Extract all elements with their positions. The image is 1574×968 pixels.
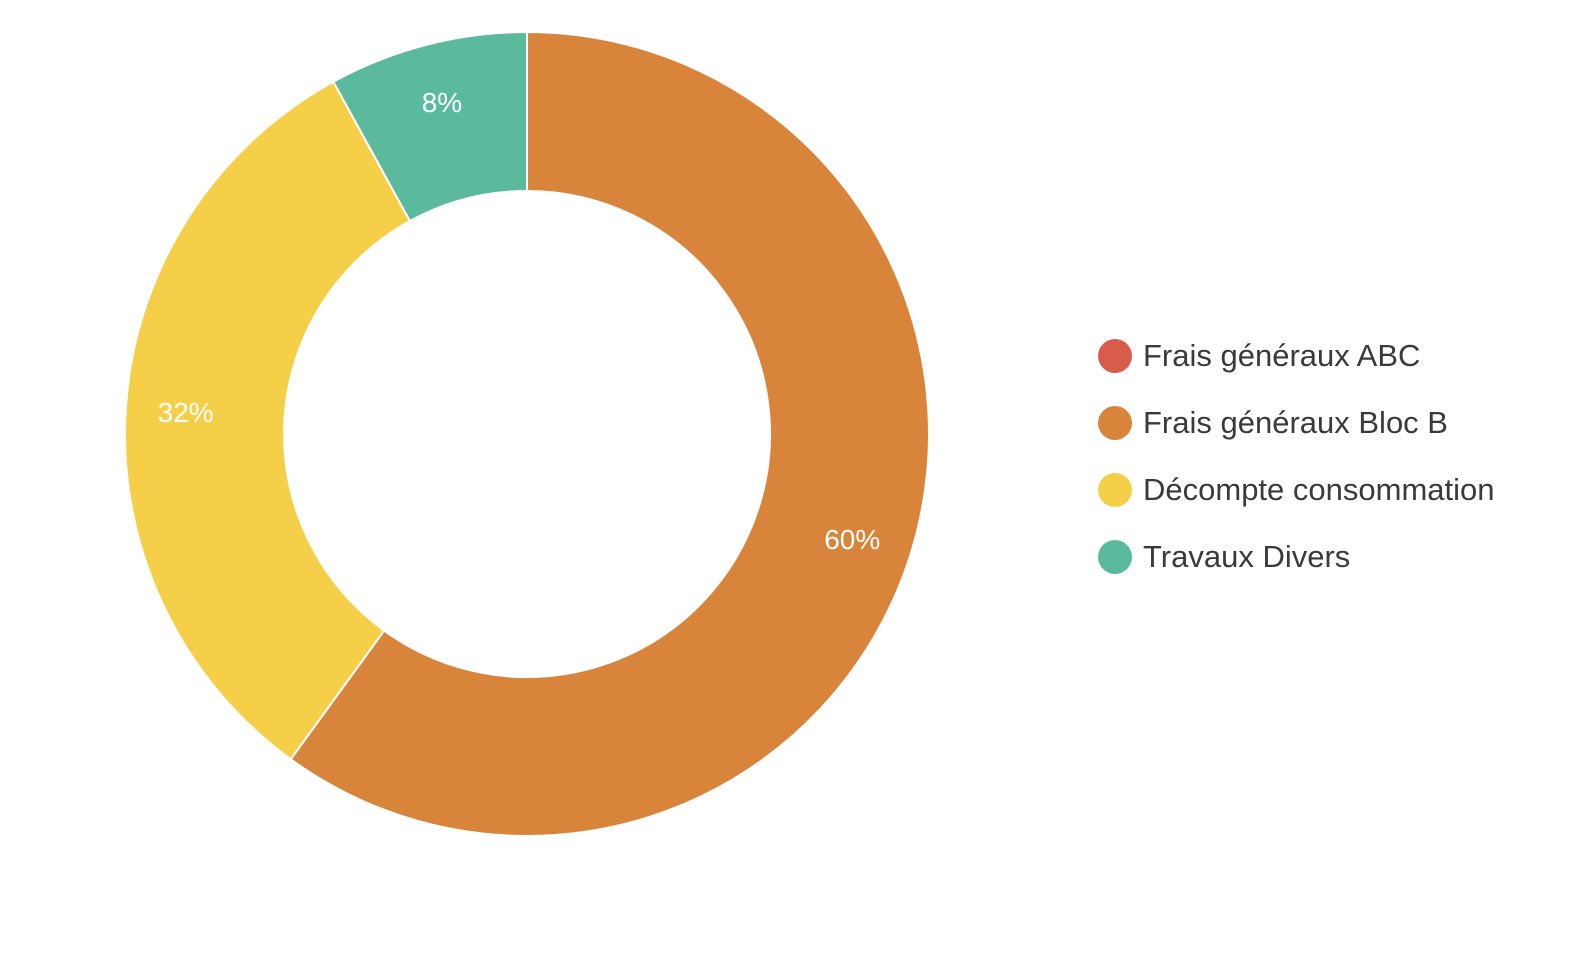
legend-item[interactable]: Travaux Divers <box>1098 535 1495 579</box>
donut-slice-labels: 60% 32% 8% <box>158 87 881 555</box>
donut-slices <box>124 30 930 837</box>
legend-item[interactable]: Décompte consommation <box>1098 468 1495 512</box>
slice-label-2: 32% <box>158 397 214 428</box>
legend-label: Décompte consommation <box>1143 472 1495 507</box>
legend-item[interactable]: Frais généraux Bloc B <box>1098 401 1495 445</box>
legend-swatch <box>1098 540 1132 574</box>
slice-1[interactable] <box>289 30 930 837</box>
legend-swatch <box>1098 406 1132 440</box>
slice-label-1: 60% <box>824 524 880 555</box>
legend-label: Frais généraux Bloc B <box>1143 405 1448 440</box>
chart-legend: Frais généraux ABC Frais généraux Bloc B D… <box>1098 334 1495 602</box>
donut-chart: 60% 32% 8% <box>124 30 930 837</box>
slice-2[interactable] <box>124 80 412 761</box>
legend-swatch <box>1098 339 1132 373</box>
slice-3[interactable] <box>331 30 528 223</box>
legend-label: Travaux Divers <box>1143 539 1351 574</box>
slice-label-3: 8% <box>422 87 462 118</box>
legend-label: Frais généraux ABC <box>1143 338 1421 373</box>
legend-item[interactable]: Frais généraux ABC <box>1098 334 1495 378</box>
legend-swatch <box>1098 473 1132 507</box>
